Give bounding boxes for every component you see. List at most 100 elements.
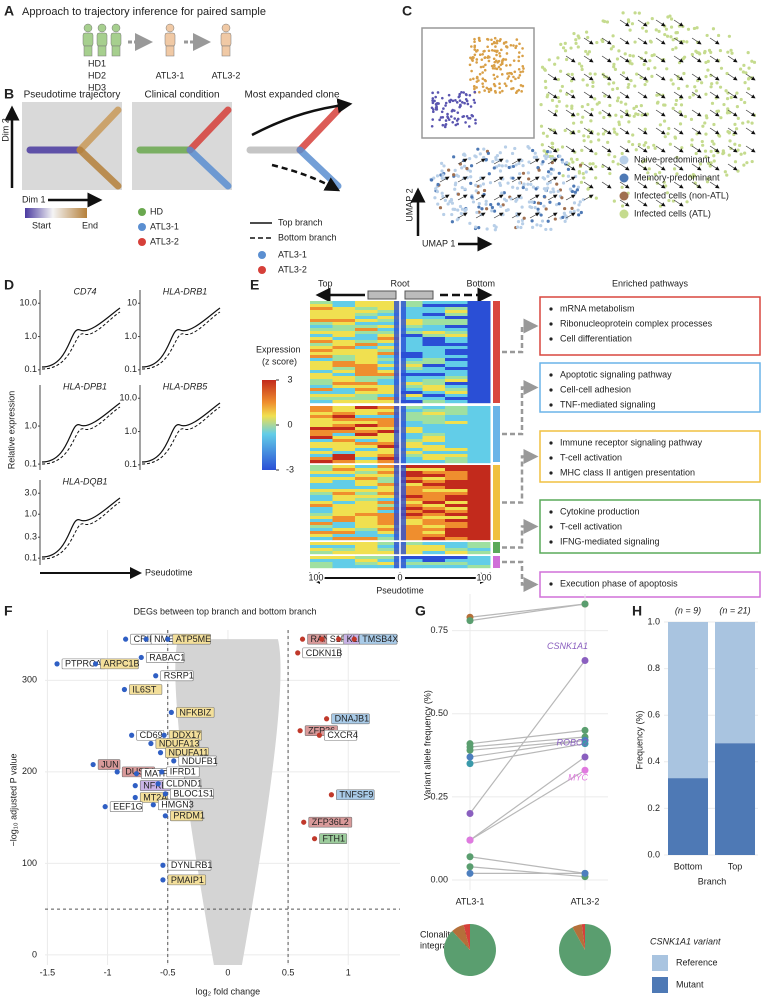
umap-dot xyxy=(594,165,598,169)
inset xyxy=(421,27,535,139)
velocity-arrow xyxy=(565,212,576,219)
heat-cell xyxy=(310,565,333,569)
velocity-arrow xyxy=(565,176,576,183)
person-head xyxy=(111,23,121,33)
pathway-item: Cell-cell adhesion xyxy=(560,384,631,394)
inset-dot xyxy=(485,86,489,90)
heat-cell xyxy=(355,388,378,392)
heat-cell xyxy=(332,400,356,404)
x-tick-label: Bottom xyxy=(674,861,703,871)
umap-dot xyxy=(436,182,440,187)
umap-dot xyxy=(643,82,647,87)
umap-dot xyxy=(620,115,624,119)
heat-cell xyxy=(377,376,401,380)
umap-dot xyxy=(477,205,481,209)
umap-dot xyxy=(546,174,550,178)
umap-dot xyxy=(533,151,537,155)
heat-cell xyxy=(377,304,401,308)
heat-cell xyxy=(467,325,491,329)
heat-cell xyxy=(422,421,446,425)
heat-cell xyxy=(310,346,333,350)
inset-dot xyxy=(441,96,444,100)
legend-label: ATL3-2 xyxy=(150,236,179,246)
umap-dot xyxy=(647,176,651,181)
heat-cell xyxy=(377,370,401,374)
heat-cell xyxy=(445,537,468,541)
umap-dot xyxy=(558,89,563,93)
legend-title: CSNK1A1 variant xyxy=(650,936,721,946)
heat-cell xyxy=(467,489,491,493)
umap-dot xyxy=(632,106,636,110)
heat-cell xyxy=(332,468,356,472)
y-tick-label: 0.8 xyxy=(647,663,660,673)
umap-dot xyxy=(627,82,631,87)
umap-dot xyxy=(540,219,545,223)
group-label: HD1 xyxy=(88,58,106,68)
heat-cell xyxy=(467,364,491,368)
umap-dot xyxy=(695,132,699,136)
inset-dot xyxy=(478,72,482,76)
legend-label: Mutant xyxy=(676,979,704,989)
gene-dot xyxy=(168,709,174,715)
inset-dot xyxy=(490,48,494,52)
umap-dot xyxy=(589,140,593,144)
umap-dot xyxy=(534,155,539,159)
legend-label: Top branch xyxy=(278,217,323,227)
heat-cell xyxy=(400,513,423,517)
gene-label: PMAIP1 xyxy=(171,875,204,885)
inset-dot xyxy=(506,72,509,75)
heat-cell xyxy=(467,391,491,395)
panel-label: C xyxy=(402,3,412,19)
heat-cell xyxy=(400,367,423,371)
heat-cell xyxy=(332,424,356,428)
heat-cell xyxy=(400,316,423,320)
heat-cell xyxy=(422,313,446,317)
y-tick-label: 1.0 xyxy=(24,420,37,430)
umap-dot xyxy=(705,180,710,184)
chart-title: DEGs between top branch and bottom branc… xyxy=(133,606,316,616)
heat-cell xyxy=(310,427,333,431)
gene-label-box xyxy=(178,755,217,767)
heat-cell xyxy=(445,448,468,452)
velocity-arrow xyxy=(601,37,612,45)
heat-cell xyxy=(355,516,378,520)
umap-dot xyxy=(474,189,478,193)
velocity-arrow xyxy=(691,73,702,81)
velocity-arrow xyxy=(637,181,648,189)
umap-dot xyxy=(560,145,565,149)
inset-dot xyxy=(431,97,435,100)
inset-dot xyxy=(465,114,469,118)
heat-cell xyxy=(355,304,378,308)
umap-dot xyxy=(735,91,739,95)
heat-cell xyxy=(377,507,401,511)
inset-dot xyxy=(517,88,521,92)
velocity-arrow xyxy=(493,212,504,219)
velocity-arrow xyxy=(655,55,666,63)
gene-label-box xyxy=(336,789,375,801)
umap-dot xyxy=(584,170,588,174)
heat-cell xyxy=(332,430,356,434)
umap-dot xyxy=(709,73,713,78)
heat-cell xyxy=(400,346,423,350)
umap-dot xyxy=(478,152,482,156)
umap-dot xyxy=(719,116,723,120)
heat-cell xyxy=(310,409,333,413)
heat-cell xyxy=(400,319,423,323)
inset-dot xyxy=(466,102,470,106)
heat-cell xyxy=(422,409,446,413)
umap-dot xyxy=(582,139,586,143)
inset-dot xyxy=(508,71,511,75)
umap-dot xyxy=(633,40,637,44)
heat-cell xyxy=(400,519,423,523)
heat-cell xyxy=(377,460,401,464)
umap-dot xyxy=(741,121,745,125)
umap-dot xyxy=(603,129,608,133)
heat-cell xyxy=(422,501,446,505)
heat-cell xyxy=(332,379,356,383)
umap-dot xyxy=(504,198,508,203)
umap-dot xyxy=(633,84,637,88)
inset-dot xyxy=(479,65,483,69)
heat-cell xyxy=(445,400,468,404)
heat-cell xyxy=(422,391,446,395)
velocity-arrow xyxy=(655,181,666,189)
